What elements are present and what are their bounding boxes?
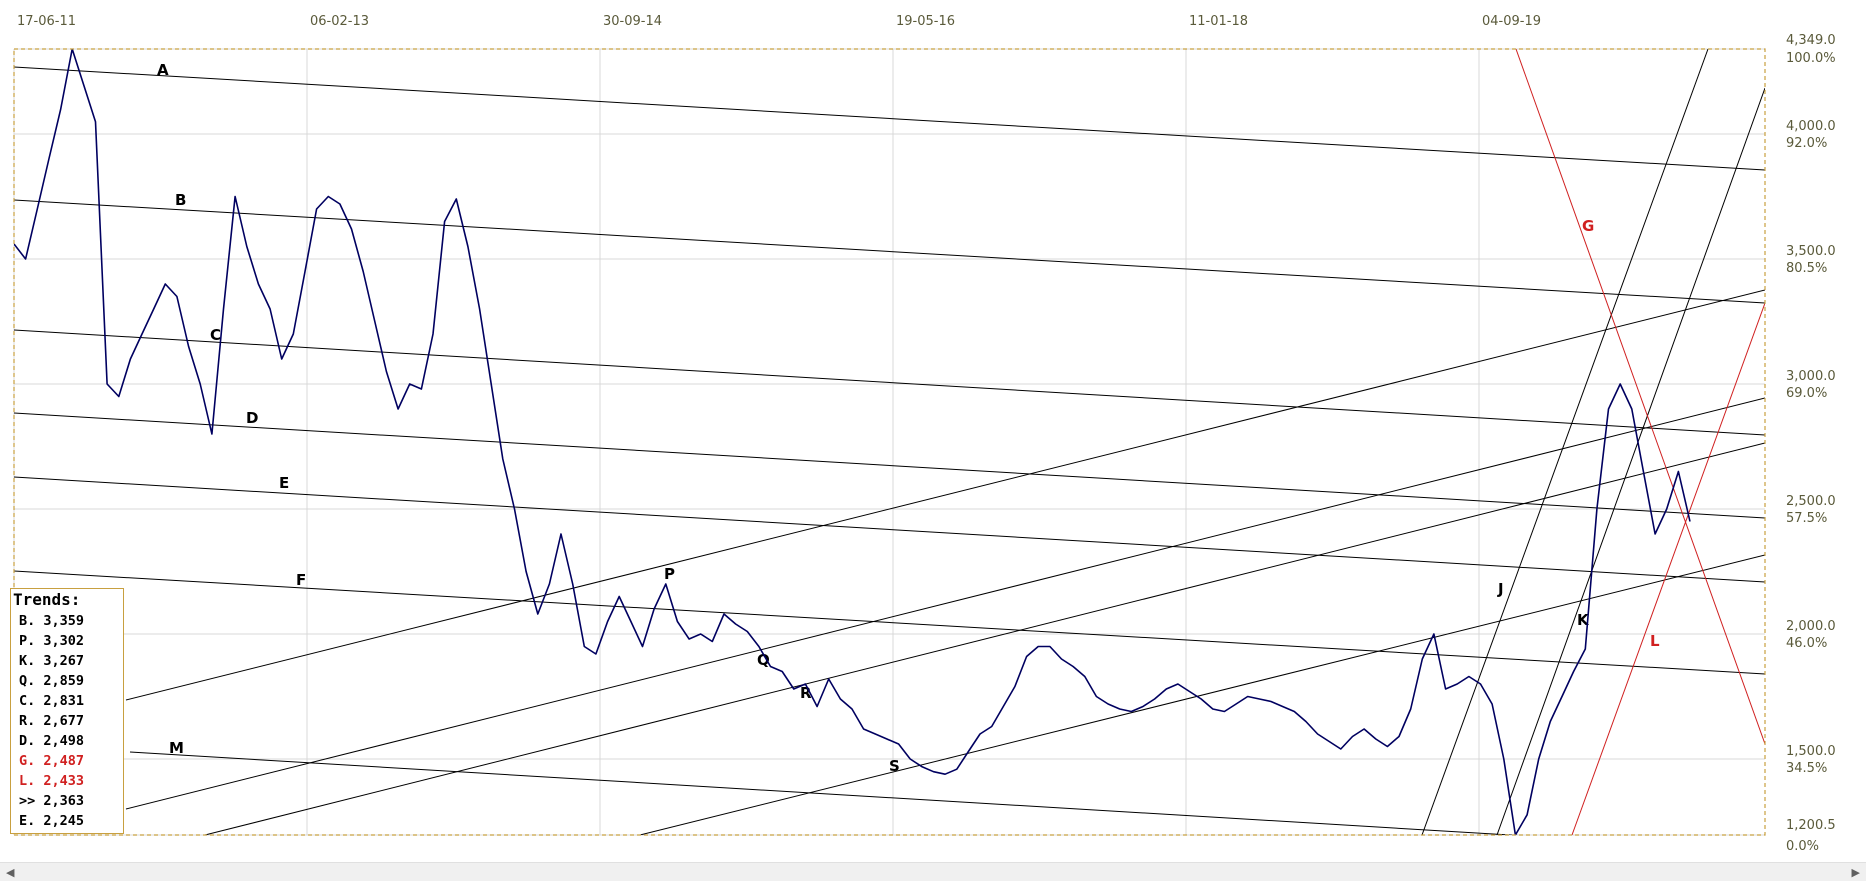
- y-tick-value: 1,200.5: [1786, 818, 1836, 833]
- x-tick-label: 11-01-18: [1189, 14, 1248, 29]
- trend-line-a: [14, 66, 1765, 171]
- legend-item-key: >>: [19, 793, 36, 809]
- legend-item-value: 2,677: [35, 713, 85, 729]
- y-tick-percent: 46.0%: [1786, 636, 1827, 651]
- legend-item-value: 2,245: [35, 813, 85, 829]
- trend-label-g: G: [1582, 217, 1594, 235]
- y-tick-percent: 80.5%: [1786, 261, 1827, 276]
- y-tick-percent: 69.0%: [1786, 386, 1827, 401]
- legend-item: B. 3,359: [11, 611, 123, 631]
- x-tick-label: 17-06-11: [17, 14, 76, 29]
- plot-frame: [13, 48, 1766, 836]
- legend-item-key: G.: [19, 753, 36, 769]
- y-tick-value: 2,500.0: [1786, 494, 1836, 509]
- legend-item-value: 2,363: [35, 793, 85, 809]
- trends-legend: Trends: B. 3,359 P. 3,302 K. 3,267 Q. 2,859…: [10, 588, 124, 834]
- trend-line-d: [14, 412, 1765, 519]
- legend-item-value: 2,487: [35, 753, 85, 769]
- legend-item-key: L.: [19, 773, 36, 789]
- legend-item-value: 3,267: [35, 653, 85, 669]
- price-series-line: [14, 49, 1691, 835]
- legend-item: K. 3,267: [11, 651, 123, 671]
- legend-item-key: D.: [19, 733, 36, 749]
- legend-item-value: 3,302: [35, 633, 85, 649]
- trend-label-l: L: [1650, 632, 1660, 650]
- legend-title: Trends:: [13, 590, 81, 609]
- trend-label-e: E: [279, 474, 289, 492]
- y-tick-percent: 0.0%: [1786, 839, 1819, 854]
- trend-line-j: [1421, 49, 1709, 835]
- x-tick-label: 04-09-19: [1482, 14, 1541, 29]
- trend-line-q: [125, 397, 1765, 810]
- legend-item: D. 2,498: [11, 731, 123, 751]
- y-tick-percent: 34.5%: [1786, 761, 1827, 776]
- y-tick-value: 1,500.0: [1786, 744, 1836, 759]
- trend-line-b: [14, 199, 1765, 304]
- trend-label-d: D: [246, 409, 258, 427]
- y-tick-value: 4,349.0: [1786, 33, 1836, 48]
- legend-item: >> 2,363: [11, 791, 123, 811]
- trend-line-e: [14, 476, 1765, 583]
- legend-item: C. 2,831: [11, 691, 123, 711]
- legend-item-value: 2,433: [35, 773, 85, 789]
- legend-item-key: Q.: [19, 673, 36, 689]
- legend-item: Q. 2,859: [11, 671, 123, 691]
- scroll-left-icon[interactable]: ◀: [6, 866, 15, 879]
- legend-item-value: 2,831: [35, 693, 85, 709]
- x-tick-label: 06-02-13: [310, 14, 369, 29]
- trend-label-m: M: [169, 739, 184, 757]
- y-axis-ticks: 4,349.0 100.0% 4,000.0 92.0% 3,500.0 80.5% 3,0…: [1786, 33, 1836, 854]
- y-tick-percent: 57.5%: [1786, 511, 1827, 526]
- legend-rows: B. 3,359 P. 3,302 K. 3,267 Q. 2,859 C. 2,831…: [11, 611, 123, 831]
- x-tick-label: 19-05-16: [896, 14, 955, 29]
- trend-line-s: [639, 554, 1765, 835]
- trend-label-a: A: [157, 61, 169, 79]
- trend-line-g: [1515, 49, 1765, 745]
- legend-item-key: P.: [19, 633, 36, 649]
- legend-item: P. 3,302: [11, 631, 123, 651]
- y-tick-value: 4,000.0: [1786, 119, 1836, 134]
- legend-item: E. 2,245: [11, 811, 123, 831]
- trend-line-k: [1496, 87, 1765, 835]
- grid-lines: [13, 48, 1765, 836]
- trend-label-p: P: [664, 565, 675, 583]
- trend-line-r: [204, 442, 1765, 835]
- legend-item-value: 2,498: [35, 733, 85, 749]
- y-tick-value: 2,000.0: [1786, 619, 1836, 634]
- x-tick-label: 30-09-14: [603, 14, 662, 29]
- trend-label-b: B: [175, 191, 186, 209]
- trend-label-c: C: [210, 326, 221, 344]
- scroll-right-icon[interactable]: ▶: [1851, 866, 1860, 879]
- legend-item: R. 2,677: [11, 711, 123, 731]
- legend-item: G. 2,487: [11, 751, 123, 771]
- trend-label-f: F: [296, 571, 306, 589]
- legend-item-key: E.: [19, 813, 36, 829]
- y-tick-percent: 100.0%: [1786, 51, 1836, 66]
- trend-line-m: [129, 751, 1519, 835]
- y-tick-value: 3,500.0: [1786, 244, 1836, 259]
- horizontal-scrollbar[interactable]: ◀ ▶: [0, 862, 1866, 881]
- trend-label-s: S: [889, 757, 900, 775]
- trend-lines: [14, 49, 1765, 835]
- legend-item-key: K.: [19, 653, 36, 669]
- legend-item-key: C.: [19, 693, 36, 709]
- trend-line-p: [125, 289, 1765, 701]
- legend-item-key: B.: [19, 613, 36, 629]
- trend-line-l: [1571, 302, 1765, 835]
- y-tick-value: 3,000.0: [1786, 369, 1836, 384]
- x-axis-ticks: 17-06-11 06-02-13 30-09-14 19-05-16 11-01-18…: [17, 14, 1541, 29]
- y-tick-percent: 92.0%: [1786, 136, 1827, 151]
- legend-item-value: 3,359: [35, 613, 85, 629]
- trend-label-r: R: [800, 684, 812, 702]
- trend-line-f: [14, 570, 1765, 675]
- legend-item-key: R.: [19, 713, 36, 729]
- legend-item: L. 2,433: [11, 771, 123, 791]
- legend-item-value: 2,859: [35, 673, 85, 689]
- trend-line-c: [14, 329, 1765, 436]
- trend-label-j: J: [1497, 580, 1504, 598]
- trend-label-q: Q: [757, 651, 770, 669]
